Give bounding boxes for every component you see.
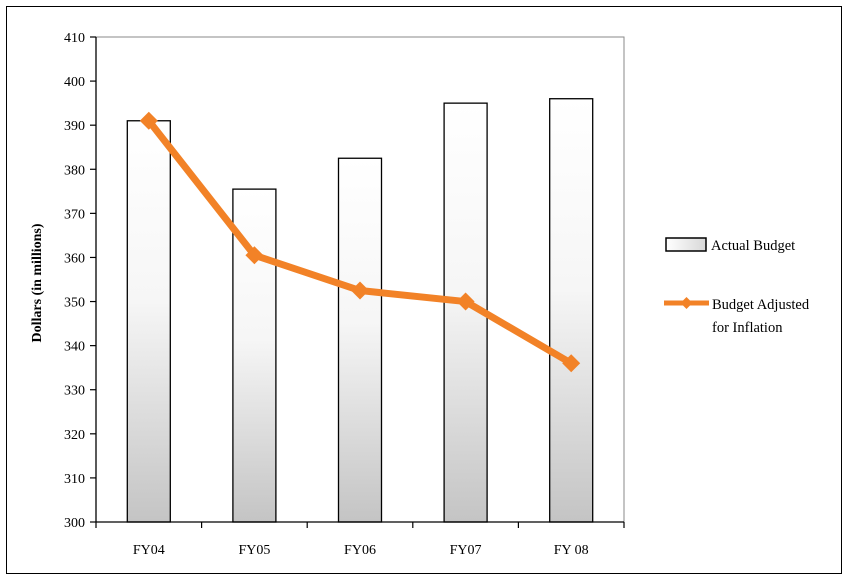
inflation-marker-fy06 <box>351 281 369 300</box>
x-tick-label: FY07 <box>450 543 482 558</box>
y-tick-label: 370 <box>64 207 85 222</box>
y-tick-label: 310 <box>64 472 85 487</box>
bar-fy04 <box>126 120 171 523</box>
x-tick-label: FY04 <box>133 543 165 558</box>
y-tick-label: 380 <box>64 163 85 178</box>
bar-fy05 <box>232 188 277 523</box>
legend-label-inflation-line1: Budget Adjusted <box>712 297 810 313</box>
y-tick-label: 350 <box>64 296 85 311</box>
y-tick-label: 410 <box>64 31 85 46</box>
legend-label-actual-budget: Actual Budget <box>711 238 795 254</box>
bar-fy06 <box>337 157 383 523</box>
y-tick-label: 300 <box>64 516 85 531</box>
y-tick-label: 340 <box>64 340 85 355</box>
y-tick-label: 390 <box>64 119 85 134</box>
legend-swatch-actual-budget <box>665 237 707 252</box>
legend-swatch-marker <box>680 297 693 309</box>
y-tick-label: 320 <box>64 428 85 443</box>
inflation-marker-fy08 <box>562 354 581 373</box>
inflation-marker-fy04 <box>139 111 158 130</box>
legend-label-inflation-line2: for Inflation <box>712 320 783 336</box>
x-tick-label: FY05 <box>238 543 270 558</box>
y-tick-label: 330 <box>64 384 85 399</box>
bars <box>126 98 594 523</box>
axes: 300 310 320 330 340 350 360 370 380 390 400 410 FY04… <box>64 31 625 558</box>
x-tick-label: FY06 <box>344 543 376 558</box>
inflation-marker-fy07 <box>456 292 475 311</box>
x-tick-label: FY 08 <box>554 543 589 558</box>
y-tick-label: 360 <box>64 251 85 266</box>
legend: Actual Budget Budget Adjusted for Inflat… <box>664 237 810 336</box>
y-axis-label: Dollars (in millions) <box>30 223 45 342</box>
inflation-marker-fy05 <box>245 246 264 265</box>
line-series <box>139 111 581 373</box>
y-tick-label: 400 <box>64 75 85 90</box>
bar-fy08 <box>549 98 594 523</box>
